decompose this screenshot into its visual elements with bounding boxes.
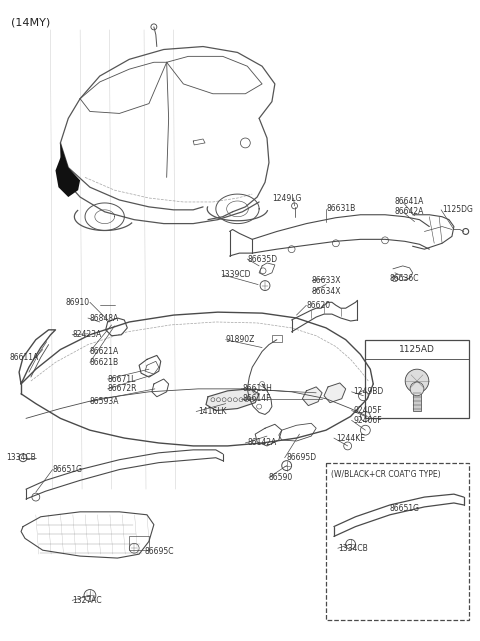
Text: 86614F: 86614F: [242, 394, 271, 403]
Text: 86142A: 86142A: [247, 438, 276, 447]
Text: 86635D: 86635D: [247, 254, 277, 263]
Text: 1249BD: 1249BD: [354, 387, 384, 396]
Text: (W/BLACK+CR COAT'G TYPE): (W/BLACK+CR COAT'G TYPE): [331, 470, 441, 479]
Text: 86651G: 86651G: [390, 504, 420, 513]
Bar: [365, 340, 468, 419]
Text: 1249LG: 1249LG: [272, 194, 301, 203]
Text: 1244KE: 1244KE: [336, 433, 365, 442]
Text: 86636C: 86636C: [390, 274, 420, 283]
Polygon shape: [324, 383, 346, 403]
Text: 86620: 86620: [306, 301, 330, 310]
Bar: [129, 537, 149, 550]
Text: 86671L: 86671L: [108, 374, 136, 383]
Text: (14MY): (14MY): [11, 18, 50, 28]
Text: 82423A: 82423A: [72, 330, 101, 339]
Text: 1125DG: 1125DG: [442, 205, 473, 214]
Text: 86613H: 86613H: [242, 385, 272, 394]
Text: 86910: 86910: [65, 298, 89, 307]
Polygon shape: [206, 389, 259, 410]
Text: 92406F: 92406F: [354, 416, 382, 425]
Text: 86695D: 86695D: [287, 453, 317, 462]
Text: 86651G: 86651G: [52, 465, 83, 474]
Polygon shape: [56, 143, 80, 197]
Text: 86631B: 86631B: [326, 204, 355, 213]
Text: 1334CB: 1334CB: [6, 453, 36, 462]
Bar: [413, 389, 421, 410]
Text: 86634X: 86634X: [311, 287, 341, 296]
Text: 86641A: 86641A: [395, 197, 424, 206]
Text: 1334CB: 1334CB: [338, 544, 368, 553]
Text: 92405F: 92405F: [354, 406, 382, 415]
Text: 86848A: 86848A: [90, 313, 119, 322]
Text: 86642A: 86642A: [395, 207, 424, 216]
Text: 1339CD: 1339CD: [220, 271, 250, 279]
Text: 1416LK: 1416LK: [198, 407, 227, 416]
Text: 86593A: 86593A: [90, 397, 120, 406]
Polygon shape: [302, 387, 322, 406]
Text: 86621B: 86621B: [90, 358, 119, 367]
Text: 86695C: 86695C: [144, 547, 174, 556]
Circle shape: [410, 382, 424, 395]
Bar: [326, 463, 468, 620]
Text: 86590: 86590: [269, 473, 293, 482]
Text: 86633X: 86633X: [311, 276, 341, 285]
Text: 1125AD: 1125AD: [399, 345, 435, 354]
Bar: [272, 335, 282, 342]
Text: 86621A: 86621A: [90, 347, 119, 356]
Text: 86672R: 86672R: [108, 385, 137, 394]
Circle shape: [405, 369, 429, 393]
Text: 86611A: 86611A: [9, 353, 38, 362]
Text: 91890Z: 91890Z: [226, 335, 255, 344]
Text: 1327AC: 1327AC: [72, 596, 102, 605]
